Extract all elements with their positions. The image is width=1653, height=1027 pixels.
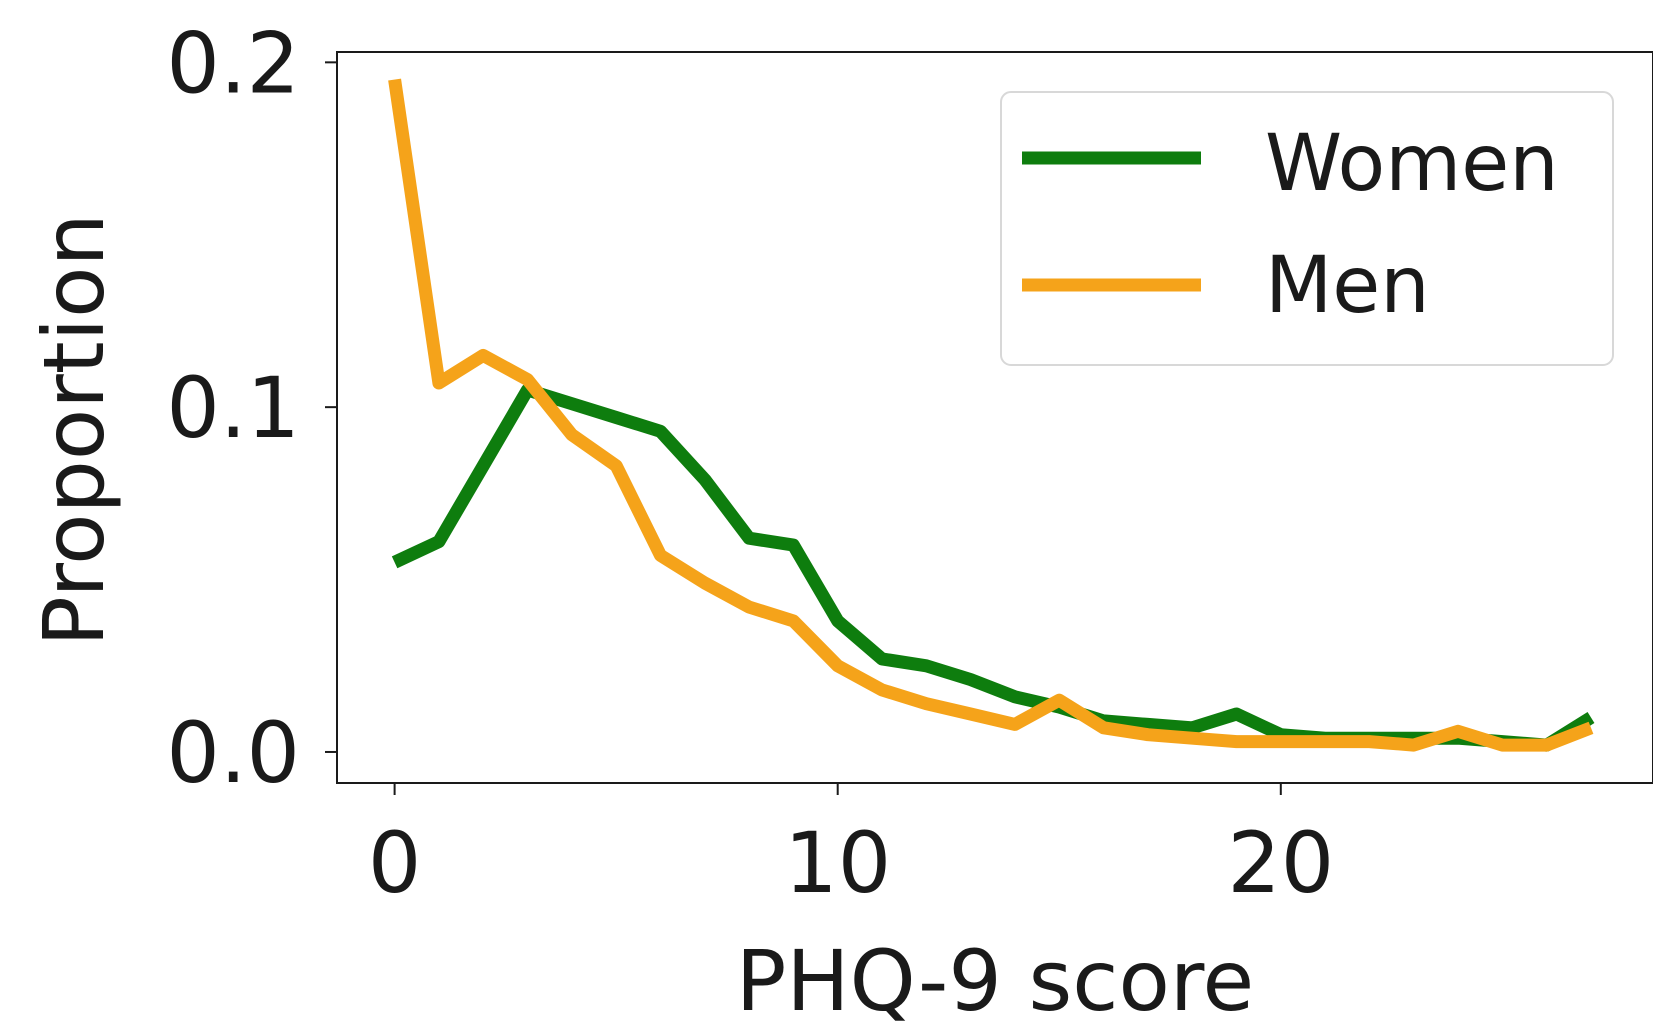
legend-label-women: Women <box>1265 119 1559 209</box>
y-tick-label: 0.0 <box>166 704 300 802</box>
axis-ticks: 0 10 20 0.0 0.1 0.2 <box>166 14 1334 912</box>
legend-label-men: Men <box>1265 241 1430 331</box>
y-axis-label: Proportion <box>25 213 123 646</box>
series-line-men <box>388 78 1594 752</box>
x-tick-label: 20 <box>1227 814 1334 912</box>
x-axis-label: PHQ-9 score <box>736 932 1254 1027</box>
series-lines <box>388 78 1595 752</box>
y-tick-label: 0.2 <box>166 14 300 112</box>
legend: Women Men <box>1000 91 1614 366</box>
x-tick-label: 0 <box>368 814 421 912</box>
y-tick-label: 0.1 <box>166 359 300 457</box>
x-tick-label: 10 <box>784 814 891 912</box>
